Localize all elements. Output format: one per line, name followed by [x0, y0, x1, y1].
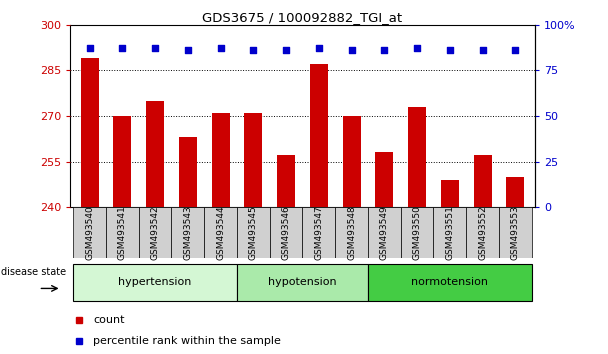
Bar	[375, 153, 393, 207]
FancyBboxPatch shape	[368, 207, 401, 258]
Bar	[212, 113, 230, 207]
FancyBboxPatch shape	[204, 207, 237, 258]
FancyBboxPatch shape	[499, 207, 532, 258]
FancyBboxPatch shape	[106, 207, 139, 258]
FancyBboxPatch shape	[335, 207, 368, 258]
Point	[249, 47, 258, 53]
Point	[412, 46, 422, 51]
FancyBboxPatch shape	[237, 207, 270, 258]
Bar	[146, 101, 164, 207]
Text: GSM493541: GSM493541	[118, 205, 127, 260]
Text: GSM493549: GSM493549	[380, 205, 389, 260]
Text: GSM493548: GSM493548	[347, 205, 356, 260]
Text: GSM493542: GSM493542	[151, 205, 159, 260]
Point	[445, 47, 455, 53]
FancyBboxPatch shape	[73, 264, 237, 301]
Point	[511, 47, 520, 53]
Text: GSM493552: GSM493552	[478, 205, 487, 260]
Point	[117, 46, 127, 51]
Bar	[310, 64, 328, 207]
Text: count: count	[93, 315, 125, 325]
FancyBboxPatch shape	[270, 207, 302, 258]
FancyBboxPatch shape	[302, 207, 335, 258]
Text: GSM493540: GSM493540	[85, 205, 94, 260]
Point	[314, 46, 323, 51]
Bar	[342, 116, 361, 207]
Text: percentile rank within the sample: percentile rank within the sample	[93, 336, 281, 346]
Text: disease state: disease state	[1, 267, 66, 277]
FancyBboxPatch shape	[466, 207, 499, 258]
Bar	[277, 155, 295, 207]
Bar	[244, 113, 263, 207]
Title: GDS3675 / 100092882_TGI_at: GDS3675 / 100092882_TGI_at	[202, 11, 402, 24]
Text: GSM493546: GSM493546	[282, 205, 291, 260]
Point	[347, 47, 356, 53]
Text: GSM493543: GSM493543	[184, 205, 192, 260]
Bar	[113, 116, 131, 207]
FancyBboxPatch shape	[171, 207, 204, 258]
FancyBboxPatch shape	[434, 207, 466, 258]
Bar	[441, 180, 459, 207]
Text: normotension: normotension	[412, 276, 488, 286]
Point	[282, 47, 291, 53]
FancyBboxPatch shape	[368, 264, 532, 301]
Point	[85, 46, 94, 51]
Text: hypotension: hypotension	[268, 276, 337, 286]
Point	[216, 46, 226, 51]
Point	[379, 47, 389, 53]
Point	[183, 47, 193, 53]
Text: GSM493547: GSM493547	[314, 205, 323, 260]
Bar	[81, 58, 98, 207]
Text: GSM493545: GSM493545	[249, 205, 258, 260]
FancyBboxPatch shape	[73, 207, 106, 258]
Bar	[408, 107, 426, 207]
FancyBboxPatch shape	[401, 207, 434, 258]
Text: GSM493551: GSM493551	[446, 205, 454, 260]
Text: hypertension: hypertension	[119, 276, 192, 286]
Bar	[179, 137, 197, 207]
Point	[478, 47, 488, 53]
FancyBboxPatch shape	[139, 207, 171, 258]
Point	[150, 46, 160, 51]
Bar	[506, 177, 524, 207]
FancyBboxPatch shape	[237, 264, 368, 301]
Text: GSM493544: GSM493544	[216, 205, 225, 260]
Text: GSM493553: GSM493553	[511, 205, 520, 260]
Text: GSM493550: GSM493550	[413, 205, 421, 260]
Bar	[474, 155, 492, 207]
